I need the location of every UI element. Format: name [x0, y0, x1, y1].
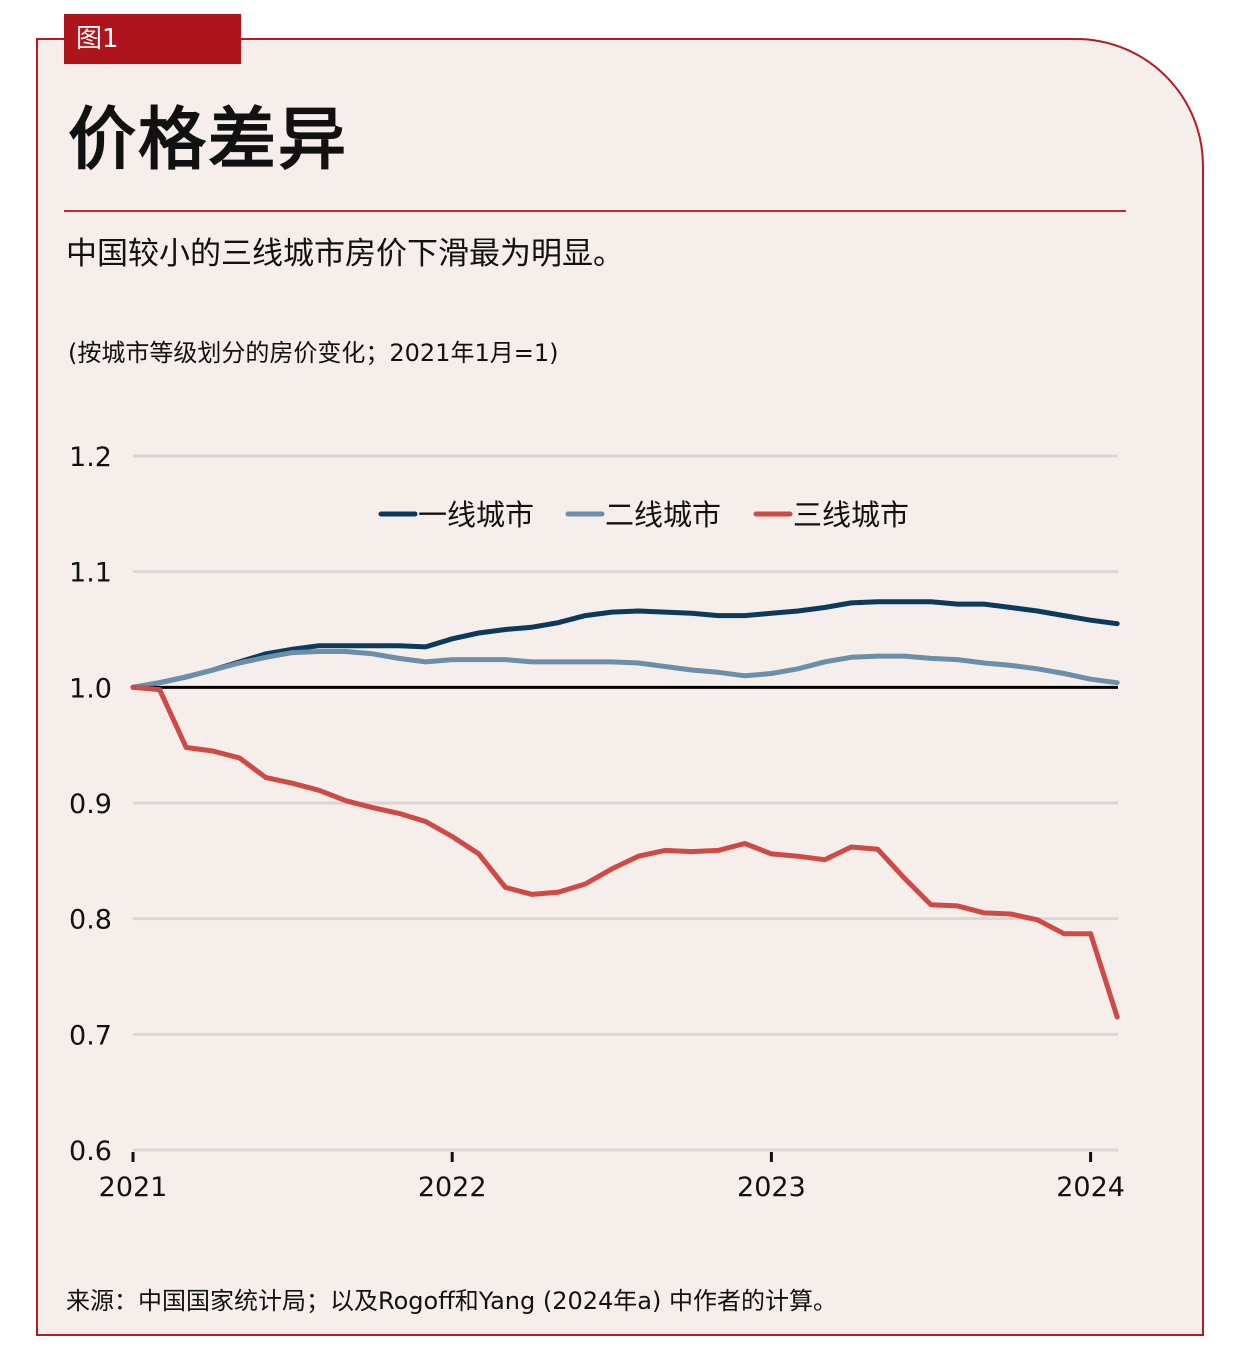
- grid-lines: [133, 454, 1118, 1152]
- chart-subtitle: 中国较小的三线城市房价下滑最为明显。: [66, 236, 624, 272]
- y-tick-label: 1.0: [69, 673, 112, 704]
- y-axis-ticks: 1.2 1.1 1.0 0.9 0.8 0.7 0.6: [69, 442, 112, 1167]
- y-tick-label: 0.9: [69, 789, 112, 820]
- series-lines: [130, 599, 1120, 1020]
- y-tick-label: 0.7: [69, 1020, 112, 1051]
- x-tick-label: 2022: [418, 1172, 487, 1203]
- title-divider: [64, 210, 1126, 212]
- figure-label: 图1: [64, 14, 241, 64]
- series-line-2: [130, 649, 1120, 690]
- y-tick-label: 0.6: [69, 1136, 112, 1167]
- series-line-1: [130, 599, 1120, 690]
- x-axis-ticks: 2021 2022 2023 2024: [99, 1152, 1125, 1203]
- source-note: 来源：中国国家统计局；以及Rogoff和Yang (2024年a) 中作者的计算…: [66, 1287, 838, 1315]
- series-line-3: [130, 684, 1120, 1020]
- y-tick-label: 0.8: [69, 905, 112, 936]
- legend-label-1: 一线城市: [418, 498, 534, 532]
- x-tick-label: 2021: [99, 1172, 168, 1203]
- x-tick-label: 2024: [1056, 1172, 1125, 1203]
- unit-note: (按城市等级划分的房价变化；2021年1月=1): [68, 339, 559, 367]
- y-tick-label: 1.2: [69, 442, 112, 473]
- x-tick-label: 2023: [737, 1172, 806, 1203]
- legend-label-3: 三线城市: [793, 498, 909, 532]
- chart-title: 价格差异: [68, 101, 349, 180]
- legend: 一线城市 二线城市 三线城市: [378, 498, 909, 532]
- y-tick-label: 1.1: [69, 558, 112, 589]
- legend-label-2: 二线城市: [605, 498, 721, 532]
